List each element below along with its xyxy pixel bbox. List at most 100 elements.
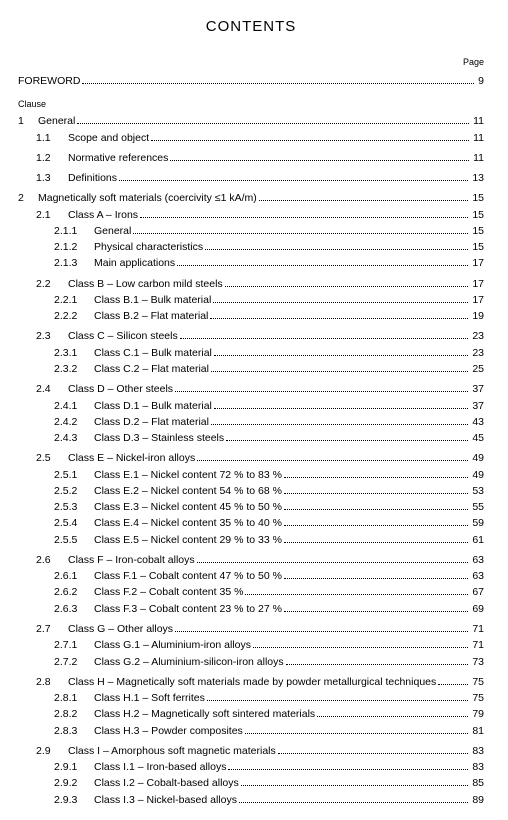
toc-page: 71	[470, 621, 484, 637]
toc-number: 2.3.1	[54, 345, 94, 361]
leader-dots	[170, 152, 469, 161]
toc-title: Class D.2 – Flat material	[94, 414, 209, 430]
toc-row: 2.5Class E – Nickel-iron alloys49	[18, 450, 484, 466]
toc-number: 2.8.3	[54, 723, 94, 739]
toc-number: 2.9.2	[54, 775, 94, 791]
leader-dots	[211, 363, 468, 372]
toc-page: 23	[470, 345, 484, 361]
toc-title: Physical characteristics	[94, 239, 203, 255]
toc-title: Class D.3 – Stainless steels	[94, 430, 224, 446]
toc-row: 2.2.1Class B.1 – Bulk material17	[18, 292, 484, 308]
toc-title: Class A – Irons	[68, 207, 138, 223]
toc-row: 2.8.3Class H.3 – Powder composites81	[18, 723, 484, 739]
toc-page: 13	[470, 170, 484, 186]
toc-title: Class E.2 – Nickel content 54 % to 68 %	[94, 483, 282, 499]
toc-title: Class F.2 – Cobalt content 35 %	[94, 584, 243, 600]
toc-page: 43	[470, 414, 484, 430]
toc-page: 85	[470, 775, 484, 791]
foreword-page: 9	[476, 73, 484, 89]
leader-dots	[317, 708, 468, 717]
toc-title: Class F – Iron-cobalt alloys	[68, 552, 195, 568]
toc-number: 2.1	[36, 207, 68, 223]
toc-page: 15	[470, 190, 484, 206]
leader-dots	[286, 656, 469, 665]
toc-title: Class I.2 – Cobalt-based alloys	[94, 775, 239, 791]
toc-page: 15	[470, 207, 484, 223]
toc-title: Class I – Amorphous soft magnetic materi…	[68, 743, 276, 759]
toc-number: 2.8.1	[54, 690, 94, 706]
toc-title: Class E.4 – Nickel content 35 % to 40 %	[94, 515, 282, 531]
toc-page: 53	[470, 483, 484, 499]
toc-row: 1.3Definitions 13	[18, 170, 484, 186]
toc-row: 1.1Scope and object11	[18, 130, 484, 146]
toc-page: 49	[470, 467, 484, 483]
toc-page: 17	[470, 292, 484, 308]
leader-dots	[284, 570, 468, 579]
toc-row: 2.9.1Class I.1 – Iron-based alloys83	[18, 759, 484, 775]
toc-row: 1.2Normative references11	[18, 150, 484, 166]
toc-number: 2.7	[36, 621, 68, 637]
toc-page: 11	[471, 113, 484, 129]
toc-page: 63	[470, 552, 484, 568]
toc-number: 2.5	[36, 450, 68, 466]
toc-row: 2.7Class G – Other alloys71	[18, 621, 484, 637]
toc-page: 69	[470, 601, 484, 617]
toc-row: 2.1Class A – Irons 15	[18, 207, 484, 223]
toc-number: 2.5.5	[54, 532, 94, 548]
toc-title: General	[94, 223, 131, 239]
toc-number: 1.3	[36, 170, 68, 186]
toc-page: 25	[470, 361, 484, 377]
toc-title: Class E.5 – Nickel content 29 % to 33 %	[94, 532, 282, 548]
toc-page: 19	[470, 308, 484, 324]
leader-dots	[197, 554, 469, 563]
toc-title: Class G.2 – Aluminium-silicon-iron alloy…	[94, 654, 284, 670]
toc-title: Definitions	[68, 170, 117, 186]
toc-row: 2.5.5Class E.5 – Nickel content 29 % to …	[18, 532, 484, 548]
leader-dots	[226, 432, 468, 441]
toc-page: 11	[471, 130, 484, 146]
toc-title: Class F.1 – Cobalt content 47 % to 50 %	[94, 568, 282, 584]
toc-number: 2.9.3	[54, 792, 94, 808]
toc-number: 2.5.1	[54, 467, 94, 483]
toc-number: 2.2.2	[54, 308, 94, 324]
toc-page: 15	[470, 239, 484, 255]
toc-number: 2.1.1	[54, 223, 94, 239]
toc-row: 2.5.3Class E.3 – Nickel content 45 % to …	[18, 499, 484, 515]
toc-title: Main applications	[94, 255, 175, 271]
toc-number: 2.6.2	[54, 584, 94, 600]
toc-row: 2.2Class B – Low carbon mild steels17	[18, 276, 484, 292]
leader-dots	[175, 623, 468, 632]
toc-number: 2.6.1	[54, 568, 94, 584]
toc-row: 2.6.1Class F.1 – Cobalt content 47 % to …	[18, 568, 484, 584]
leader-dots	[82, 75, 474, 84]
toc-page: 55	[470, 499, 484, 515]
toc-row: 2.8.2Class H.2 – Magnetically soft sinte…	[18, 706, 484, 722]
toc-body: 1General111.1Scope and object111.2Normat…	[18, 113, 484, 808]
toc-number: 2.4	[36, 381, 68, 397]
toc-page: 15	[470, 223, 484, 239]
leader-dots	[284, 518, 468, 527]
leader-dots	[245, 725, 469, 734]
toc-row: 2.7.2Class G.2 – Aluminium-silicon-iron …	[18, 654, 484, 670]
leader-dots	[214, 347, 468, 356]
toc-page: 83	[470, 759, 484, 775]
leader-dots	[140, 209, 468, 218]
toc-page: 75	[470, 690, 484, 706]
toc-title: Class H.2 – Magnetically soft sintered m…	[94, 706, 315, 722]
leader-dots	[284, 534, 468, 543]
leader-dots	[133, 225, 468, 234]
leader-dots	[228, 761, 468, 770]
toc-page: 11	[471, 150, 484, 166]
leader-dots	[197, 452, 468, 461]
toc-number: 2.6	[36, 552, 68, 568]
toc-number: 2.5.3	[54, 499, 94, 515]
toc-title: Class I.1 – Iron-based alloys	[94, 759, 226, 775]
toc-title: Class H.3 – Powder composites	[94, 723, 243, 739]
leader-dots	[259, 192, 469, 201]
toc-number: 2.4.1	[54, 398, 94, 414]
toc-title: Class C.1 – Bulk material	[94, 345, 212, 361]
toc-row: 2.9.3Class I.3 – Nickel-based alloys89	[18, 792, 484, 808]
toc-page: 63	[470, 568, 484, 584]
toc-row: 2.6.2Class F.2 – Cobalt content 35 %67	[18, 584, 484, 600]
toc-number: 1	[18, 113, 38, 129]
